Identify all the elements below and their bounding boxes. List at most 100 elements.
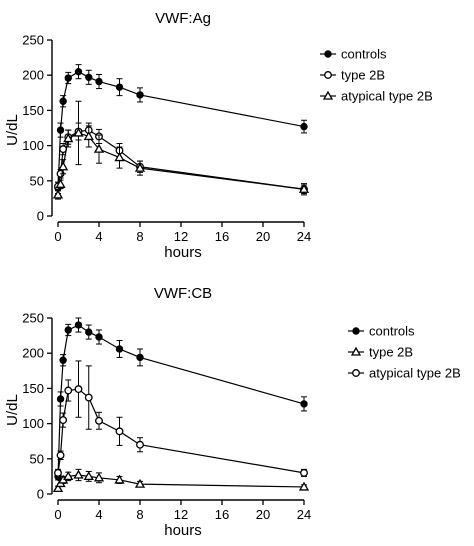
data-point [73,469,84,479]
series-line [57,132,305,196]
y-tick-label: 100 [22,138,44,153]
x-tick-label: 20 [256,229,270,244]
data-point [300,122,308,131]
legend-label: atypical type 2B [369,366,461,381]
y-tick-label: 0 [37,487,44,502]
x-tick-label: 16 [215,507,229,522]
y-tick-label: 250 [22,311,44,326]
data-point [63,133,74,143]
data-point [83,471,94,481]
series-line [57,129,305,190]
legend-item: atypical type 2B [348,366,461,381]
data-point [114,474,125,484]
series-line [57,388,305,474]
x-tick-label: 4 [95,507,102,522]
data-point [54,468,62,477]
series-3 [52,100,310,200]
chart-vwf-ag: VWF:Ag hours U/dL 0 50 100 150 200 250 0 4 8 12 16… [4,10,433,261]
series-2 [54,122,308,194]
x-tick-label: 12 [174,229,188,244]
series-3 [54,360,308,477]
data-point [74,385,83,394]
x-tick-label: 0 [54,229,61,244]
data-point [58,161,69,171]
legend: controls type 2B atypical type 2B [320,47,433,104]
data-point [63,471,74,481]
legend-label: controls [369,324,415,339]
legend-marker [352,369,360,377]
legend-marker [350,346,362,356]
legend-marker [322,90,334,100]
legend: controls type 2B atypical type 2B [348,324,461,381]
x-tick-label: 8 [136,229,143,244]
data-point [83,131,94,141]
data-point [136,440,144,449]
data-point [93,472,105,482]
data-point [84,393,93,402]
legend-marker [324,71,332,79]
legend-label: controls [341,47,387,62]
legend-marker [324,50,332,58]
y-tick-label: 200 [22,346,44,361]
plot-area: 0 50 100 150 200 250 0 4 8 12 16 20 24 [22,311,311,523]
data-point [74,321,83,329]
data-point [64,326,72,334]
data-point [64,74,72,82]
legend-marker [352,327,360,335]
x-tick-label: 24 [297,507,311,522]
data-point [59,416,68,425]
y-tick-label: 150 [22,103,44,118]
data-point [298,481,310,491]
legend-label: atypical type 2B [341,89,433,104]
data-point [64,386,73,395]
data-point [56,395,65,403]
data-point [300,468,308,477]
x-tick-label: 8 [136,507,143,522]
series-2 [52,468,310,493]
y-tick-label: 150 [22,381,44,396]
data-point [298,183,310,193]
data-point [115,345,124,353]
chart-title: VWF:CB [154,285,212,302]
data-point [95,416,103,425]
y-tick-label: 50 [30,451,44,466]
legend-label: type 2B [369,345,413,360]
data-point [52,483,64,493]
data-point [95,333,103,341]
data-point [115,83,124,91]
legend-item: atypical type 2B [320,89,433,104]
series-line [57,70,305,188]
plot-area: 0 50 100 150 200 250 0 4 8 12 16 20 24 [22,33,311,245]
x-axis-title: hours [164,244,202,261]
legend-item: controls [320,47,387,62]
data-point [59,97,67,105]
data-point [74,67,83,76]
data-point [115,427,124,436]
data-point [85,73,93,82]
data-point [134,162,146,172]
legend-label: type 2B [341,68,385,83]
chart-vwf-cb: VWF:CB hours U/dL 0 50 100 150 200 250 0 4 8 12 16… [4,285,461,539]
y-axis-title: U/dL [4,394,21,426]
data-point [114,152,125,162]
data-point [59,356,67,364]
legend-item: controls [348,324,415,339]
data-point [300,400,308,408]
legend-item: type 2B [348,345,413,360]
data-point [95,77,103,86]
series-1 [54,317,308,481]
data-point [55,179,66,188]
y-tick-label: 50 [30,173,44,188]
data-point [52,189,64,199]
data-point [134,478,146,488]
data-point [136,91,144,99]
data-point [73,127,84,137]
chart-title: VWF:Ag [155,10,211,27]
data-point [56,451,65,460]
x-tick-label: 0 [54,507,61,522]
series-1 [54,64,308,194]
data-point [56,126,65,134]
x-tick-label: 12 [174,507,188,522]
x-tick-label: 4 [95,229,102,244]
